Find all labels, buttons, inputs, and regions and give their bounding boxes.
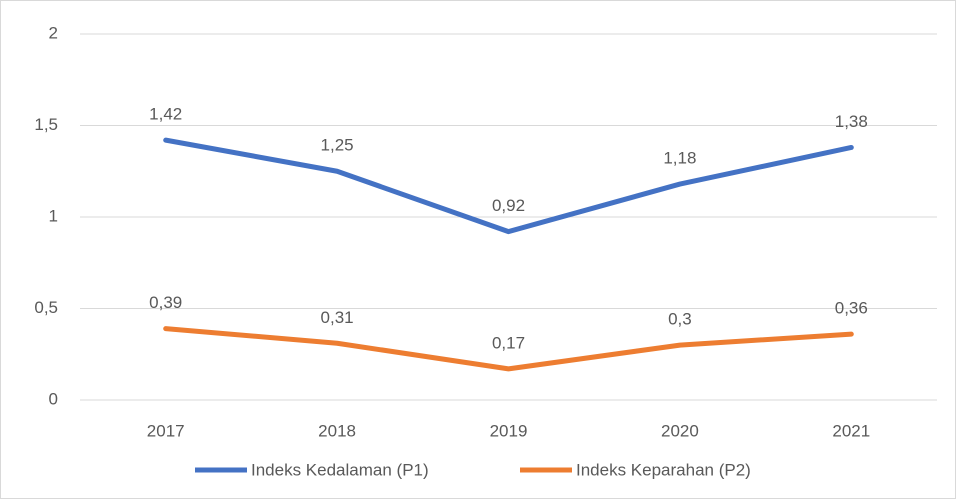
legend-label: Indeks Keparahan (P2) [576,460,751,479]
data-label: 0,3 [668,310,692,329]
legend-label: Indeks Kedalaman (P1) [251,460,429,479]
y-tick-label: 1 [49,206,58,225]
data-label: 1,42 [149,105,182,124]
x-tick-label: 2017 [147,421,185,440]
data-label: 0,17 [492,333,525,352]
x-tick-label: 2020 [661,421,699,440]
y-tick-label: 1,5 [34,115,58,134]
data-label: 1,38 [835,112,868,131]
series-line [163,137,854,235]
data-label: 1,25 [321,136,354,155]
series-line [163,326,854,372]
data-label: 0,31 [321,308,354,327]
data-label: 0,92 [492,196,525,215]
data-label: 0,39 [149,293,182,312]
x-tick-label: 2021 [832,421,870,440]
y-tick-label: 0 [49,389,58,408]
data-label: 1,18 [663,149,696,168]
x-tick-label: 2018 [318,421,356,440]
data-label: 0,36 [835,299,868,318]
y-tick-label: 0,5 [34,298,58,317]
x-tick-label: 2019 [490,421,528,440]
y-tick-label: 2 [49,23,58,42]
